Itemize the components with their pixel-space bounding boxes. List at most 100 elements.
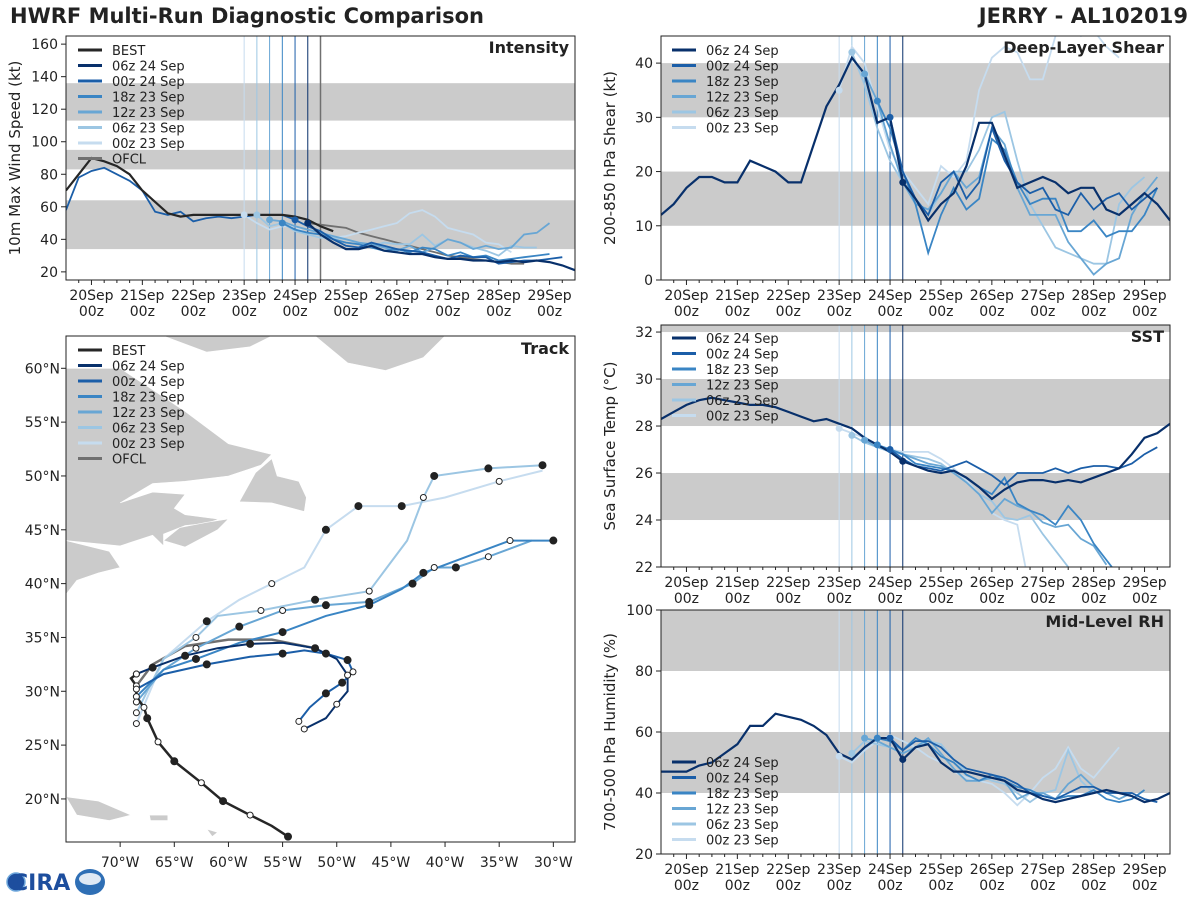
sst-series-line xyxy=(876,443,1113,567)
track-marker xyxy=(143,714,152,723)
track-marker xyxy=(451,563,460,572)
intensity-xtick-label: 00z xyxy=(282,304,307,320)
rh-legend-label: 00z 23 Sep xyxy=(706,834,779,849)
track-marker xyxy=(284,832,293,841)
shear-ytick-label: 30 xyxy=(635,110,653,126)
shear-xtick-label: 00z xyxy=(979,304,1004,320)
intensity-ytick-label: 60 xyxy=(40,200,58,216)
shear-legend-label: 00z 24 Sep xyxy=(706,60,779,75)
track-ytick-label: 50°N xyxy=(25,469,60,485)
track-marker xyxy=(202,660,211,669)
intensity-panel: 2040608010012014016020Sep00z21Sep00z22Se… xyxy=(6,35,576,320)
shear-ytick-label: 40 xyxy=(635,56,653,72)
land-polygon xyxy=(314,336,446,371)
sst-init-marker xyxy=(835,424,843,432)
shear-title: Deep-Layer Shear xyxy=(1003,38,1164,57)
track-marker xyxy=(321,689,330,698)
rh-ytick-label: 40 xyxy=(635,786,653,802)
track-marker xyxy=(506,537,514,545)
shear-legend-label: 12z 23 Sep xyxy=(706,91,779,106)
track-marker xyxy=(202,617,211,626)
land-polygon xyxy=(66,796,132,821)
shear-series-line xyxy=(661,55,1170,223)
sst-legend-label: 00z 24 Sep xyxy=(706,348,779,363)
intensity-xtick-label: 00z xyxy=(384,304,409,320)
land-polygon xyxy=(66,336,273,547)
land-group xyxy=(66,336,446,838)
intensity-xtick-label: 00z xyxy=(435,304,460,320)
track-ytick-label: 25°N xyxy=(25,738,60,754)
rh-ytick-label: 80 xyxy=(635,664,653,680)
track-marker xyxy=(484,464,493,473)
sst-xtick-label: 26Sep xyxy=(970,575,1014,591)
rh-xtick-label: 00z xyxy=(877,878,902,894)
sst-init-marker xyxy=(899,457,907,465)
sst-ytick-label: 22 xyxy=(635,560,653,576)
rh-init-marker xyxy=(835,752,843,760)
track-marker xyxy=(148,663,157,672)
shear-xtick-label: 25Sep xyxy=(919,288,963,304)
track-marker xyxy=(321,525,330,534)
track-xtick-label: 35°W xyxy=(480,855,519,871)
sst-ylabel: Sea Surface Temp (°C) xyxy=(601,361,619,530)
track-marker xyxy=(279,607,287,615)
track-title: Track xyxy=(521,339,569,358)
rh-init-marker xyxy=(899,755,907,763)
track-marker xyxy=(278,649,287,658)
rh-xtick-label: 28Sep xyxy=(1072,862,1116,878)
intensity-init-marker xyxy=(278,219,286,227)
rh-xtick-label: 00z xyxy=(1132,878,1157,894)
track-marker xyxy=(321,649,330,658)
sst-xtick-label: 29Sep xyxy=(1122,575,1166,591)
track-marker xyxy=(278,628,287,637)
sst-ytick-label: 26 xyxy=(635,466,653,482)
sst-xtick-label: 00z xyxy=(1132,591,1157,607)
track-ytick-label: 35°N xyxy=(25,630,60,646)
intensity-init-marker xyxy=(304,219,312,227)
intensity-xtick-label: 22Sep xyxy=(171,288,215,304)
sst-legend-label: 06z 24 Sep xyxy=(706,332,779,347)
track-legend-label: OFCL xyxy=(112,453,147,468)
track-marker xyxy=(140,703,148,711)
shear-xtick-label: 00z xyxy=(725,304,750,320)
rh-xtick-label: 00z xyxy=(725,878,750,894)
intensity-legend-label: 06z 24 Sep xyxy=(112,60,185,75)
rh-ytick-label: 20 xyxy=(635,847,653,863)
intensity-init-marker xyxy=(253,211,261,219)
shear-ytick-label: 10 xyxy=(635,219,653,235)
track-marker xyxy=(268,580,276,588)
sst-xtick-label: 00z xyxy=(674,591,699,607)
shear-xtick-label: 28Sep xyxy=(1072,288,1116,304)
intensity-xtick-label: 00z xyxy=(232,304,257,320)
track-marker xyxy=(132,709,140,717)
land-polygon xyxy=(163,336,272,353)
track-marker xyxy=(321,601,330,610)
land-polygon xyxy=(66,336,121,595)
intensity-xtick-label: 00z xyxy=(333,304,358,320)
logo-text: CIRA xyxy=(12,871,70,896)
shear-xtick-label: 00z xyxy=(827,304,852,320)
rh-xtick-label: 20Sep xyxy=(664,862,708,878)
sst-xtick-label: 00z xyxy=(979,591,1004,607)
intensity-ytick-label: 20 xyxy=(40,265,58,281)
track-xtick-label: 65°W xyxy=(155,855,194,871)
intensity-init-marker xyxy=(291,216,299,224)
track-marker xyxy=(333,700,341,708)
rh-series-line xyxy=(889,737,1158,803)
track-marker xyxy=(197,779,205,787)
sst-legend-label: 12z 23 Sep xyxy=(706,379,779,394)
sst-xtick-label: 00z xyxy=(1081,591,1106,607)
track-marker xyxy=(365,597,374,606)
intensity-legend-label: BEST xyxy=(112,44,145,59)
intensity-ytick-label: 160 xyxy=(31,37,58,53)
sst-ytick-label: 30 xyxy=(635,372,653,388)
track-marker xyxy=(181,651,190,660)
track-xtick-label: 70°W xyxy=(101,855,140,871)
page-title: HWRF Multi-Run Diagnostic Comparison xyxy=(10,4,485,28)
track-line xyxy=(135,469,543,724)
track-marker xyxy=(219,797,228,806)
land-polygon xyxy=(238,458,307,512)
shear-series-line xyxy=(838,36,1120,206)
track-marker xyxy=(430,471,439,480)
rh-legend-label: 12z 23 Sep xyxy=(706,803,779,818)
